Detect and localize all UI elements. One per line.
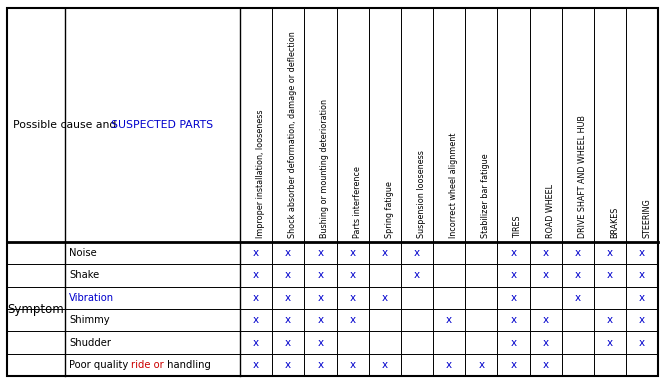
Text: x: x — [639, 270, 645, 280]
Text: Stabilizer bar fatigue: Stabilizer bar fatigue — [481, 153, 490, 238]
Text: x: x — [511, 248, 517, 258]
Text: handling: handling — [164, 360, 211, 370]
Text: Shake: Shake — [69, 270, 100, 280]
Text: x: x — [317, 293, 323, 303]
Text: x: x — [350, 270, 356, 280]
Text: Shimmy: Shimmy — [69, 315, 110, 325]
Text: DRIVE SHAFT AND WHEEL HUB: DRIVE SHAFT AND WHEEL HUB — [578, 115, 587, 238]
Text: x: x — [382, 293, 388, 303]
Text: x: x — [639, 315, 645, 325]
Text: x: x — [253, 338, 259, 348]
Text: x: x — [511, 360, 517, 370]
Text: x: x — [253, 315, 259, 325]
Text: x: x — [543, 315, 549, 325]
Text: SUSPECTED PARTS: SUSPECTED PARTS — [111, 120, 213, 130]
Text: x: x — [285, 338, 291, 348]
Text: Parts interference: Parts interference — [352, 166, 362, 238]
Text: x: x — [285, 293, 291, 303]
Text: x: x — [607, 338, 613, 348]
Text: x: x — [317, 315, 323, 325]
Text: Suspension looseness: Suspension looseness — [417, 150, 426, 238]
Text: x: x — [575, 270, 581, 280]
Text: Possible cause and: Possible cause and — [13, 120, 120, 130]
Text: Shudder: Shudder — [69, 338, 111, 348]
Text: x: x — [575, 248, 581, 258]
Text: x: x — [607, 270, 613, 280]
Text: x: x — [350, 315, 356, 325]
Text: x: x — [511, 270, 517, 280]
Text: x: x — [317, 270, 323, 280]
Text: x: x — [382, 248, 388, 258]
Text: x: x — [285, 270, 291, 280]
Text: x: x — [253, 360, 259, 370]
Text: x: x — [511, 293, 517, 303]
Text: x: x — [639, 293, 645, 303]
Text: x: x — [253, 248, 259, 258]
Text: x: x — [317, 360, 323, 370]
Text: x: x — [253, 293, 259, 303]
Text: x: x — [478, 360, 484, 370]
Text: TIRES: TIRES — [513, 215, 523, 238]
Text: x: x — [639, 248, 645, 258]
Text: x: x — [317, 338, 323, 348]
Text: x: x — [382, 360, 388, 370]
Text: x: x — [285, 248, 291, 258]
Text: x: x — [446, 315, 452, 325]
Text: BRAKES: BRAKES — [610, 207, 619, 238]
Text: Symptom: Symptom — [7, 303, 65, 316]
Text: x: x — [350, 360, 356, 370]
Text: x: x — [350, 248, 356, 258]
Text: Spring fatigue: Spring fatigue — [385, 181, 394, 238]
Text: Improper installation, looseness: Improper installation, looseness — [256, 109, 265, 238]
Text: Incorrect wheel alignment: Incorrect wheel alignment — [449, 132, 458, 238]
Text: x: x — [285, 360, 291, 370]
Text: x: x — [350, 293, 356, 303]
Text: x: x — [543, 270, 549, 280]
Text: ROAD WHEEL: ROAD WHEEL — [546, 184, 555, 238]
Text: x: x — [511, 315, 517, 325]
Text: Noise: Noise — [69, 248, 97, 258]
Text: x: x — [543, 360, 549, 370]
Text: x: x — [543, 248, 549, 258]
Text: x: x — [285, 315, 291, 325]
Text: x: x — [639, 338, 645, 348]
Text: Poor quality: Poor quality — [69, 360, 132, 370]
Text: x: x — [543, 338, 549, 348]
Text: x: x — [317, 248, 323, 258]
Text: x: x — [253, 270, 259, 280]
Text: x: x — [446, 360, 452, 370]
Text: x: x — [575, 293, 581, 303]
Text: x: x — [511, 338, 517, 348]
Text: Vibration: Vibration — [69, 293, 114, 303]
Text: x: x — [607, 315, 613, 325]
Text: x: x — [414, 248, 420, 258]
Text: x: x — [414, 270, 420, 280]
Text: ride or: ride or — [131, 360, 164, 370]
Text: Bushing or mounting deterioration: Bushing or mounting deterioration — [321, 99, 329, 238]
Text: STEERING: STEERING — [642, 198, 651, 238]
Text: x: x — [607, 248, 613, 258]
Text: Shock absorber deformation, damage or deflection: Shock absorber deformation, damage or de… — [288, 31, 297, 238]
